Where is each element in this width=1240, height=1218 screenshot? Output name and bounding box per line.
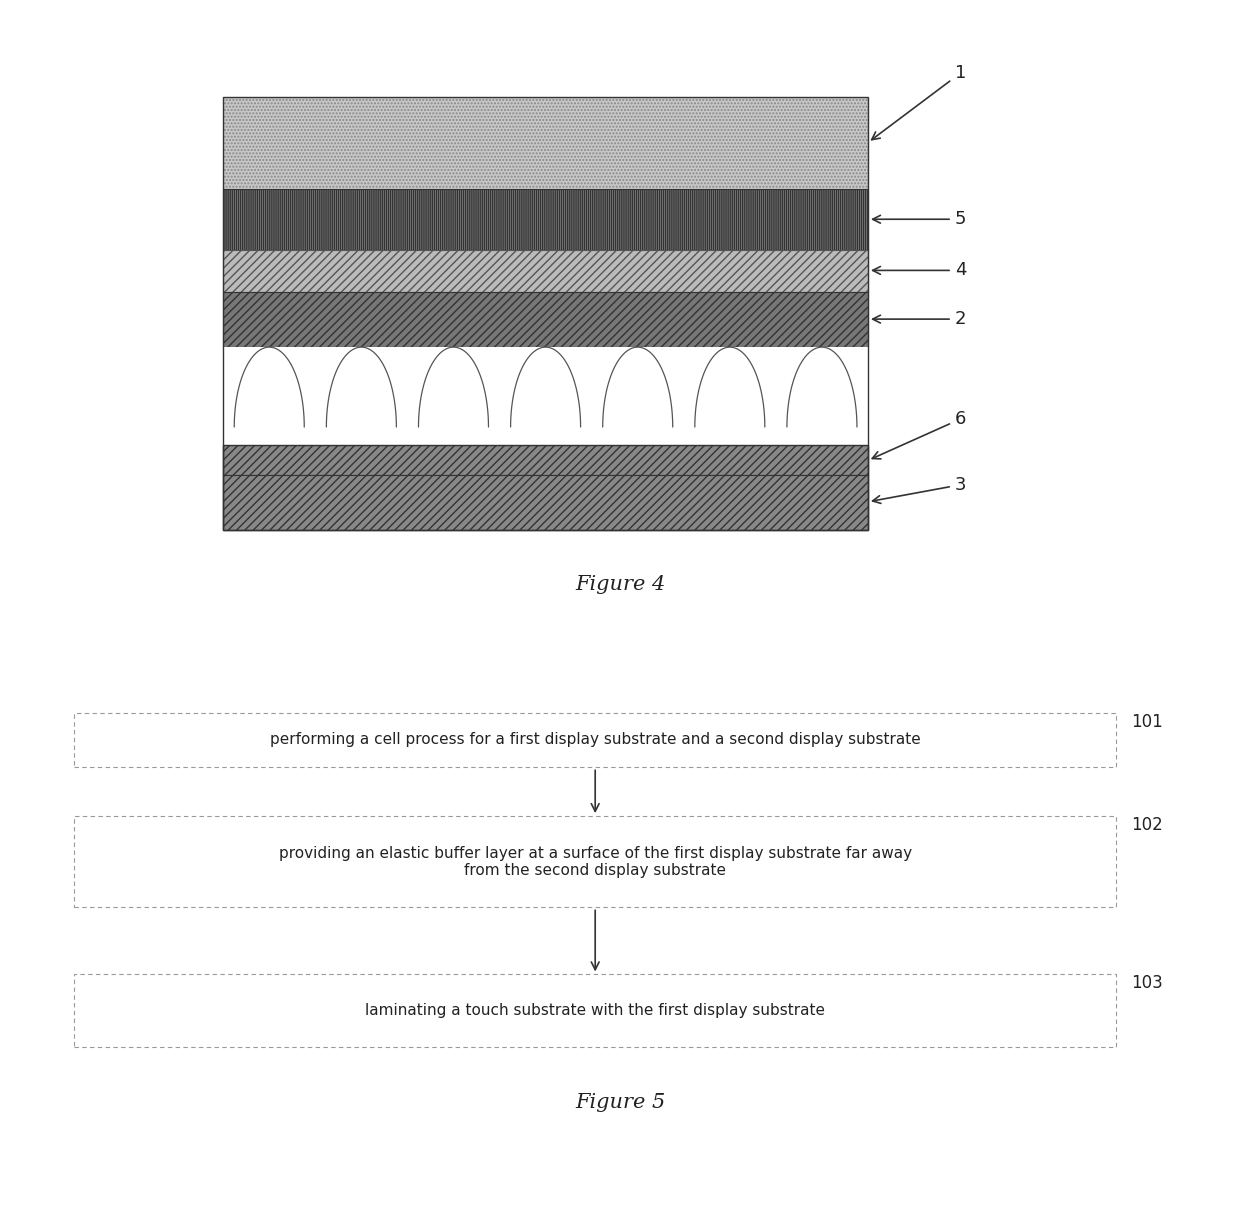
Bar <box>74 713 1116 767</box>
Text: 102: 102 <box>1131 816 1163 834</box>
Text: providing an elastic buffer layer at a surface of the first display substrate fa: providing an elastic buffer layer at a s… <box>279 845 911 878</box>
Bar <box>223 189 868 250</box>
Text: performing a cell process for a first display substrate and a second display sub: performing a cell process for a first di… <box>270 732 920 748</box>
Text: 4: 4 <box>873 262 966 279</box>
Bar <box>74 816 1116 907</box>
Text: 5: 5 <box>873 211 966 228</box>
Bar <box>223 445 868 530</box>
Bar <box>223 292 868 347</box>
Text: 101: 101 <box>1131 713 1163 731</box>
Bar <box>223 97 868 530</box>
Text: 6: 6 <box>872 410 966 459</box>
Bar <box>223 475 868 530</box>
Text: 1: 1 <box>872 65 966 140</box>
Text: Figure 5: Figure 5 <box>575 1093 665 1112</box>
Bar <box>223 97 868 189</box>
Text: Figure 4: Figure 4 <box>575 575 665 594</box>
Text: 2: 2 <box>873 311 966 328</box>
Bar <box>74 974 1116 1047</box>
Bar <box>223 445 868 475</box>
Text: 103: 103 <box>1131 974 1163 993</box>
Text: 3: 3 <box>873 476 966 503</box>
Bar <box>223 347 868 445</box>
Text: laminating a touch substrate with the first display substrate: laminating a touch substrate with the fi… <box>366 1004 825 1018</box>
Bar <box>223 250 868 292</box>
